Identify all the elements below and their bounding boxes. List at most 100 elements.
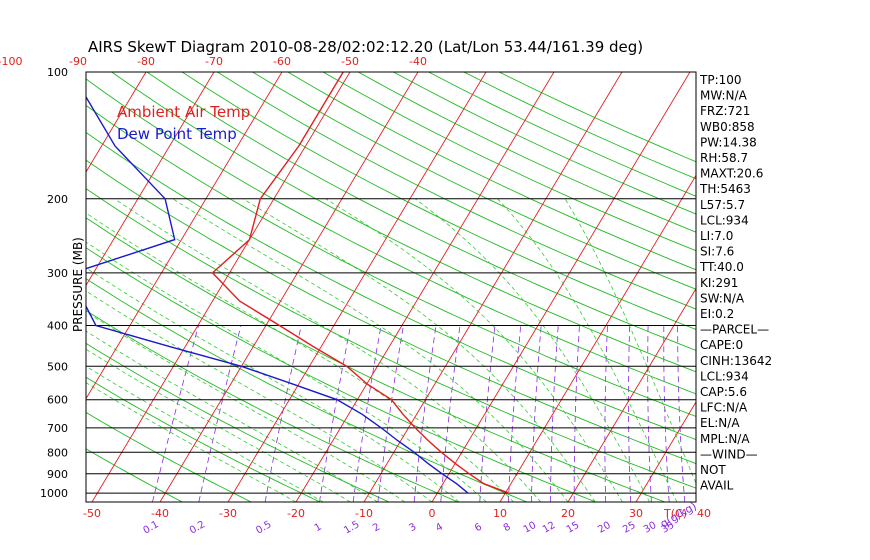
isotherm-line — [159, 72, 419, 502]
isotherm-line — [840, 72, 870, 502]
moist-adiabat-line — [242, 198, 596, 502]
mixing-ratio-line — [530, 325, 542, 502]
plot-background — [86, 72, 696, 502]
stability-index-line: EI:0.2 — [700, 307, 734, 321]
moist-adiabat-line — [86, 311, 406, 502]
dry-adiabat-line — [86, 217, 666, 502]
bottom-temp-tick-label: 30 — [629, 507, 643, 520]
grid-layer — [0, 72, 870, 502]
moist-adiabat-line — [564, 198, 696, 485]
stability-index-line: FRZ:721 — [700, 104, 750, 118]
mixing-ratio-tick-label: 0.5 — [254, 519, 273, 536]
moist-adiabat-line — [414, 198, 650, 502]
stability-index-line: L57:5.7 — [700, 198, 745, 212]
stability-index-line: MPL:N/A — [700, 432, 750, 446]
mixing-ratio-tick-label: 1 — [313, 521, 324, 534]
isotherm-line — [86, 72, 147, 173]
moist-adiabat-line — [86, 212, 514, 502]
moist-adiabat-line — [114, 198, 542, 502]
dry-adiabat-line — [86, 131, 696, 441]
moist-adiabat-line — [86, 267, 460, 502]
mixing-ratio-tick-label: 15 — [565, 520, 582, 536]
dry-adiabat-line — [111, 72, 696, 373]
isotherm-lines — [0, 72, 870, 502]
mixing-ratio-line — [152, 325, 199, 502]
dry-adiabat-line — [86, 278, 528, 502]
stability-index-line: AVAIL — [700, 479, 734, 493]
pressure-tick-label: 1000 — [40, 487, 68, 500]
dry-adiabat-line — [86, 247, 597, 502]
dry-adiabat-line — [86, 376, 321, 502]
legend-dew-point: Dew Point Temp — [117, 125, 237, 143]
isotherm-line — [431, 72, 691, 502]
mixing-ratio-line — [604, 325, 608, 502]
stability-index-line: LFC:N/A — [700, 401, 748, 415]
moist-adiabat-line — [86, 330, 378, 502]
stability-index-line: CINH:13642 — [700, 354, 772, 368]
stability-index-line: RH:58.7 — [700, 151, 748, 165]
mixing-ratio-tick-label: 12 — [541, 520, 558, 536]
stability-index-line: TT:40.0 — [699, 260, 744, 274]
top-temp-tick-labels: -120-110-100-90-80-70-60-50-40 — [0, 55, 427, 68]
stability-index-line: —PARCEL— — [700, 323, 769, 337]
bottom-temp-tick-label: -10 — [355, 507, 373, 520]
mixing-ratio-tick-label: 4 — [434, 521, 445, 534]
bottom-temp-tick-label: 10 — [493, 507, 507, 520]
isotherm-line — [0, 72, 10, 502]
dry-adiabat-line — [322, 72, 696, 252]
mixing-ratio-line — [352, 325, 382, 502]
mixing-ratio-line — [663, 325, 670, 502]
dry-adiabat-line — [217, 72, 696, 310]
stability-index-line: TP:100 — [699, 73, 742, 87]
stability-index-line: MAXT:20.6 — [700, 167, 763, 181]
moist-adiabat-line — [172, 198, 569, 502]
moist-adiabat-line — [86, 348, 351, 502]
plot-frame — [85, 71, 697, 503]
pressure-tick-label: 100 — [47, 66, 68, 79]
stability-index-line: NOT — [700, 463, 726, 477]
isotherm-line — [86, 72, 215, 287]
pressure-tick-label: 900 — [47, 468, 68, 481]
top-temp-tick-label: -40 — [409, 55, 427, 68]
bottom-temp-tick-labels: -50 -40 -30 -20 -10 0 10 20 30 40 — [83, 507, 711, 520]
dry-adiabat-line — [86, 448, 183, 502]
stability-index-line: CAP:5.6 — [700, 385, 747, 399]
top-temp-tick-label: -100 — [0, 55, 22, 68]
dry-adiabat-line — [86, 188, 696, 489]
mixing-ratio-tick-label: 10 — [522, 520, 539, 536]
dew-point-profile — [86, 95, 469, 494]
stability-index-line: —WIND— — [700, 447, 758, 461]
pressure-tick-label: 500 — [47, 360, 68, 373]
stability-index-line: LI:7.0 — [700, 229, 733, 243]
pressure-tick-label: 700 — [47, 422, 68, 435]
dry-adiabat-line — [252, 72, 696, 290]
bottom-temp-tick-label: -50 — [83, 507, 101, 520]
mixing-ratio-line — [413, 325, 437, 502]
y-axis-label: PRESSURE (MB) — [71, 237, 85, 332]
top-temp-tick-label: -80 — [137, 55, 155, 68]
mixing-ratio-line — [198, 325, 242, 502]
mixing-ratio-line — [440, 325, 461, 502]
mixing-ratio-line — [550, 325, 559, 502]
moist-adiabat-line — [497, 198, 678, 502]
moist-adiabat-line — [86, 290, 433, 502]
profile-lines — [86, 72, 510, 494]
mixing-ratio-tick-label: 2 — [371, 521, 382, 534]
mixing-ratio-line — [677, 325, 686, 502]
top-temp-tick-label: -60 — [273, 55, 291, 68]
bottom-temp-tick-label: -30 — [219, 507, 237, 520]
dry-adiabat-line — [146, 72, 696, 351]
mixing-ratio-tick-label: 20 — [596, 520, 613, 536]
top-temp-tick-label: -90 — [69, 55, 87, 68]
isotherm-line — [635, 401, 696, 502]
bottom-temp-tick-label: -20 — [287, 507, 305, 520]
isotherm-line — [295, 72, 555, 502]
chart-title: AIRS SkewT Diagram 2010-08-28/02:02:12.2… — [88, 38, 643, 56]
mixing-ratio-tick-label: 8 — [502, 521, 513, 534]
isotherm-line — [772, 72, 870, 502]
mixing-ratio-tick-label: 3 — [407, 521, 418, 534]
mixing-ratio-tick-label: 25 — [621, 520, 638, 536]
isotherm-line — [567, 287, 696, 502]
